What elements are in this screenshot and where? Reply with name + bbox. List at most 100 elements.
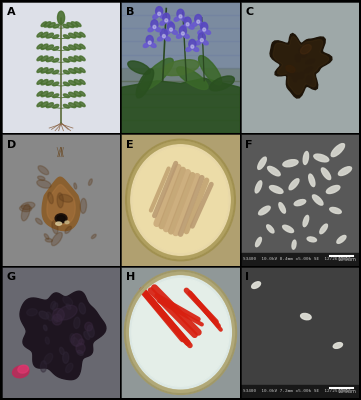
Ellipse shape	[181, 32, 184, 35]
Text: B: B	[126, 7, 134, 17]
Ellipse shape	[165, 30, 170, 34]
Ellipse shape	[80, 32, 85, 37]
Ellipse shape	[267, 225, 274, 233]
Ellipse shape	[177, 34, 182, 38]
Ellipse shape	[300, 44, 311, 54]
Ellipse shape	[153, 25, 156, 28]
FancyBboxPatch shape	[241, 385, 359, 398]
Text: D: D	[6, 140, 16, 150]
Ellipse shape	[53, 94, 59, 98]
Ellipse shape	[268, 166, 280, 176]
Ellipse shape	[35, 218, 42, 224]
Ellipse shape	[46, 69, 53, 74]
Ellipse shape	[306, 59, 314, 64]
Text: C: C	[245, 7, 253, 17]
Ellipse shape	[186, 23, 189, 26]
Ellipse shape	[66, 363, 73, 373]
Ellipse shape	[57, 305, 77, 320]
Circle shape	[79, 339, 84, 345]
Ellipse shape	[74, 102, 81, 107]
Ellipse shape	[188, 25, 194, 29]
Ellipse shape	[21, 204, 30, 221]
Ellipse shape	[303, 215, 309, 227]
Ellipse shape	[46, 92, 53, 97]
Ellipse shape	[73, 338, 79, 346]
Text: I: I	[245, 272, 249, 282]
Ellipse shape	[74, 80, 81, 85]
Ellipse shape	[53, 58, 59, 62]
Ellipse shape	[279, 203, 286, 213]
Ellipse shape	[195, 14, 202, 24]
Bar	[121, 28, 240, 41]
Ellipse shape	[258, 206, 270, 215]
Ellipse shape	[303, 152, 309, 164]
Ellipse shape	[79, 303, 86, 314]
Bar	[121, 120, 240, 133]
Ellipse shape	[67, 23, 74, 28]
Ellipse shape	[69, 80, 76, 85]
Ellipse shape	[309, 174, 315, 186]
Ellipse shape	[163, 13, 170, 22]
Ellipse shape	[87, 325, 94, 337]
Ellipse shape	[41, 22, 47, 26]
Ellipse shape	[155, 28, 161, 32]
Ellipse shape	[200, 38, 203, 42]
Ellipse shape	[57, 193, 64, 208]
Ellipse shape	[191, 45, 194, 48]
Ellipse shape	[69, 57, 76, 62]
Ellipse shape	[291, 72, 295, 81]
Ellipse shape	[53, 82, 59, 86]
Ellipse shape	[69, 92, 76, 97]
Ellipse shape	[301, 314, 311, 320]
Ellipse shape	[295, 54, 300, 62]
Bar	[121, 41, 240, 54]
Ellipse shape	[307, 237, 317, 242]
Text: 10.0um: 10.0um	[338, 256, 357, 262]
Ellipse shape	[198, 30, 204, 34]
Ellipse shape	[37, 102, 43, 107]
Text: H: H	[126, 272, 135, 282]
Ellipse shape	[205, 30, 210, 34]
Ellipse shape	[37, 180, 51, 188]
Ellipse shape	[301, 51, 306, 57]
Ellipse shape	[165, 36, 170, 41]
Ellipse shape	[128, 61, 150, 74]
Circle shape	[132, 278, 229, 386]
Ellipse shape	[286, 65, 295, 72]
Ellipse shape	[71, 22, 78, 27]
Ellipse shape	[199, 22, 205, 26]
Ellipse shape	[63, 82, 69, 86]
Bar	[121, 15, 240, 28]
FancyBboxPatch shape	[241, 252, 359, 266]
Ellipse shape	[283, 225, 293, 232]
Ellipse shape	[53, 24, 59, 28]
Bar	[121, 68, 240, 81]
Ellipse shape	[160, 29, 168, 38]
Ellipse shape	[60, 347, 64, 355]
Ellipse shape	[181, 17, 187, 21]
Ellipse shape	[203, 40, 208, 45]
Ellipse shape	[172, 30, 177, 34]
Ellipse shape	[21, 202, 35, 210]
Ellipse shape	[41, 32, 48, 38]
Ellipse shape	[136, 69, 154, 98]
Ellipse shape	[51, 301, 56, 309]
Circle shape	[52, 314, 62, 325]
Ellipse shape	[179, 26, 186, 36]
Ellipse shape	[55, 214, 67, 223]
Ellipse shape	[74, 317, 80, 328]
Ellipse shape	[333, 343, 343, 348]
Ellipse shape	[74, 183, 77, 189]
Ellipse shape	[314, 154, 329, 162]
Ellipse shape	[63, 35, 69, 38]
Ellipse shape	[321, 168, 331, 180]
Ellipse shape	[41, 91, 48, 97]
Ellipse shape	[18, 365, 29, 373]
Text: S3400  10.0kV 8.4mm x5.00k SE  12/26/2017: S3400 10.0kV 8.4mm x5.00k SE 12/26/2017	[243, 257, 351, 261]
Ellipse shape	[162, 60, 199, 76]
Ellipse shape	[88, 179, 92, 185]
Ellipse shape	[168, 22, 175, 32]
Circle shape	[85, 322, 93, 331]
Ellipse shape	[160, 14, 166, 19]
Ellipse shape	[326, 186, 340, 194]
